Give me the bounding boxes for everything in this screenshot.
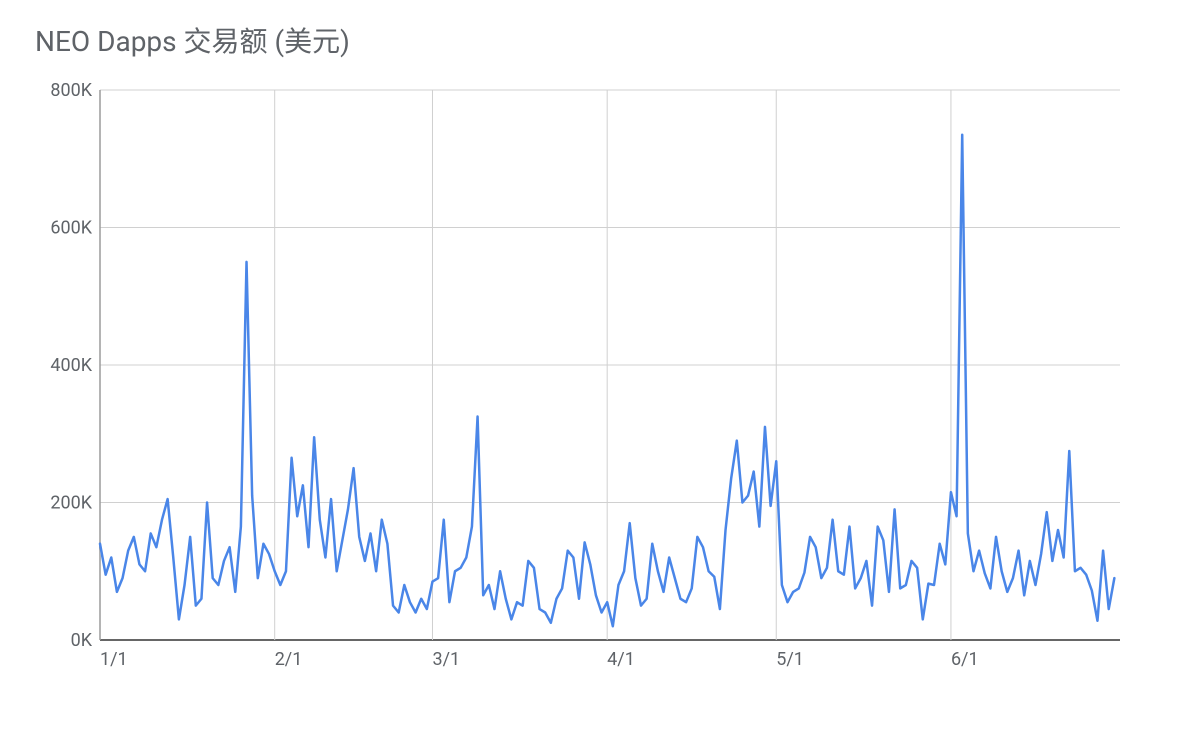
x-tick-label: 3/1 — [432, 649, 460, 670]
y-tick-label: 800K — [50, 80, 92, 101]
y-tick-label: 200K — [50, 493, 92, 514]
x-tick-label: 1/1 — [100, 649, 128, 670]
x-tick-label: 5/1 — [776, 649, 804, 670]
x-tick-label: 4/1 — [607, 649, 635, 670]
y-tick-label: 400K — [50, 355, 92, 376]
chart-container: NEO Dapps 交易额 (美元) 0K 200K 400K 600K 800K 1/1… — [0, 0, 1200, 742]
x-tick-label: 6/1 — [951, 649, 979, 670]
chart-svg: 0K 200K 400K 600K 800K 1/1 2/1 3/1 4/1 5/1 6/1 — [30, 80, 1140, 680]
chart-title: NEO Dapps 交易额 (美元) — [35, 20, 1170, 60]
plot-area: 0K 200K 400K 600K 800K 1/1 2/1 3/1 4/1 5/1 6/1 — [30, 80, 1170, 720]
x-tick-label: 2/1 — [275, 649, 303, 670]
y-tick-label: 0K — [71, 630, 93, 651]
y-tick-label: 600K — [50, 218, 92, 239]
